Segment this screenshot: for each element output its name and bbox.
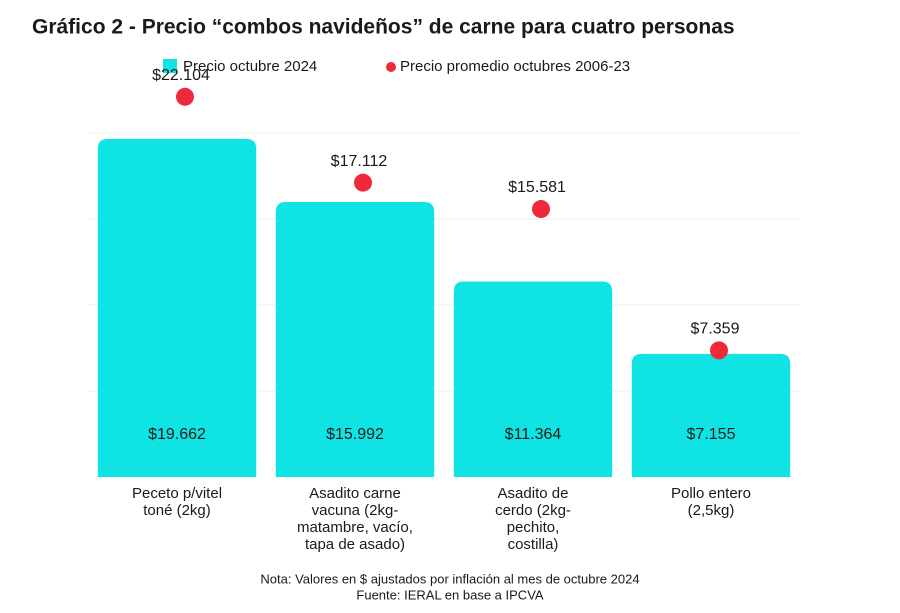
chart-title: Gráfico 2 - Precio “combos navideños” de…	[32, 16, 735, 39]
bar	[97, 138, 257, 477]
value-label: $17.112	[331, 153, 388, 170]
value-label: $7.359	[691, 321, 740, 338]
value-label: $22.104	[152, 67, 210, 84]
x-tick-label: Peceto p/vitel toné (2kg)	[131, 485, 223, 519]
value-label: $15.581	[508, 179, 566, 196]
x-tick-label: Pollo entero (2,5kg)	[670, 485, 752, 519]
point	[354, 173, 372, 192]
value-label: $15.992	[326, 426, 384, 443]
bar	[631, 353, 791, 477]
value-label: $7.155	[687, 426, 736, 443]
bar	[275, 201, 435, 477]
point	[710, 341, 728, 360]
bar	[453, 281, 613, 477]
legend-swatch	[386, 62, 396, 72]
source: Fuente: IERAL en base a IPCVA	[356, 587, 543, 602]
x-tick-label: Asadito carne vacuna (2kg- matambre, vac…	[297, 485, 413, 553]
value-label: $19.662	[148, 426, 206, 443]
legend-label: Precio promedio octubres 2006-23	[400, 58, 630, 75]
value-label: $11.364	[505, 426, 562, 443]
note: Nota: Valores en $ ajustados por inflaci…	[260, 571, 639, 586]
point	[532, 200, 550, 219]
x-tick-label: Asadito de cerdo (2kg- pechito, costilla…	[495, 485, 571, 553]
point	[176, 87, 194, 106]
legend-label: Precio octubre 2024	[183, 58, 317, 75]
legend-swatch	[163, 59, 177, 73]
